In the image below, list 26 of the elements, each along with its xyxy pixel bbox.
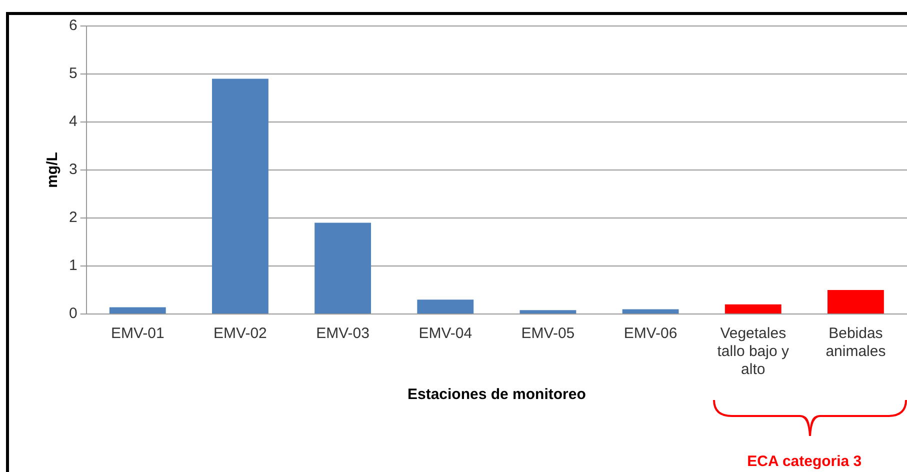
bar (212, 78, 268, 314)
x-tick-label: EMV-06 (624, 325, 678, 342)
x-tick-label: Bebidas animales (826, 325, 886, 360)
x-axis-title: Estaciones de monitoreo (407, 386, 586, 404)
y-tick-label: 6 (69, 17, 78, 34)
bar (314, 222, 372, 314)
bar (520, 310, 576, 314)
bar (417, 300, 474, 314)
y-tick-label: 0 (69, 305, 78, 322)
y-tick-label: 4 (69, 113, 78, 130)
y-axis-title: mg/L (44, 152, 62, 188)
x-tick-label: EMV-02 (214, 325, 267, 342)
text: ECA categoria 3 (747, 453, 862, 470)
y-tick-label: 1 (69, 257, 78, 274)
x-tick-label: EMV-01 (110, 325, 164, 342)
x-tick-label: EMV-03 (316, 325, 370, 342)
bar (109, 307, 166, 314)
x-tick-label: Vegetales tallo bajo y alto (717, 325, 790, 378)
y-tick-label: 5 (69, 65, 78, 82)
x-tick-label: EMV-05 (521, 325, 575, 342)
y-tick-label: 2 (69, 209, 78, 226)
bar (828, 290, 884, 314)
bar (622, 309, 679, 314)
x-tick-label: EMV-04 (418, 325, 472, 342)
bar (724, 304, 782, 314)
y-tick-label: 3 (69, 161, 78, 178)
